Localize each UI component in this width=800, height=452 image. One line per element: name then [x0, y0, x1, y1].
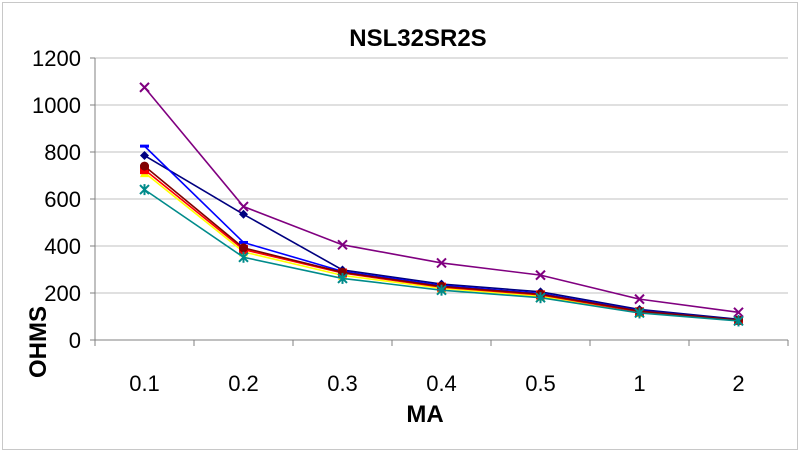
data-point: [140, 161, 149, 171]
data-point: [338, 267, 347, 277]
data-point: [238, 251, 249, 263]
y-tick-label: 400: [44, 234, 81, 259]
x-tick-label: 0.4: [426, 371, 457, 396]
y-tick-label: 200: [44, 281, 81, 306]
chart-title: NSL32SR2S: [349, 25, 486, 52]
x-tick-label: 0.2: [228, 371, 259, 396]
data-point: [436, 284, 447, 296]
x-tick-label: 1: [633, 371, 645, 396]
series-line: [143, 86, 739, 314]
x-tick-label: 0.5: [525, 371, 556, 396]
gridlines: [95, 57, 788, 294]
data-point: [535, 292, 546, 304]
data-point: [239, 209, 248, 219]
tick-labels: 0 200 400 600 800 1000 1200 0.1 0.2 0.3 0.4 0.5 1 2: [32, 46, 745, 396]
series-7: [139, 184, 744, 327]
y-tick-label: 1200: [32, 46, 81, 71]
y-tick-label: 0: [69, 328, 81, 353]
y-axis-label: OHMS: [25, 306, 52, 378]
data-point: [436, 257, 447, 269]
data-point: [634, 293, 645, 305]
x-axis-label: MA: [406, 401, 443, 428]
data-point: [733, 307, 744, 318]
series-line: [143, 169, 739, 322]
data-point: [337, 272, 348, 284]
data-point: [634, 307, 645, 319]
y-tick-label: 1000: [32, 93, 81, 118]
axes: [90, 57, 789, 346]
data-point: [139, 184, 150, 196]
data-point: [239, 243, 248, 253]
x-tick-label: 0.3: [327, 371, 358, 396]
x-tick-label: 0.1: [129, 371, 160, 396]
x-tick-label: 2: [732, 371, 744, 396]
data-point: [238, 201, 249, 212]
data-point: [140, 151, 149, 161]
data-point: [733, 315, 744, 327]
data-point: [139, 82, 150, 93]
data-point: [337, 239, 348, 251]
data-point: [535, 269, 546, 281]
y-tick-label: 800: [44, 140, 81, 165]
y-tick-label: 600: [44, 187, 81, 212]
series-6: [139, 82, 744, 318]
series-group: [139, 82, 744, 327]
